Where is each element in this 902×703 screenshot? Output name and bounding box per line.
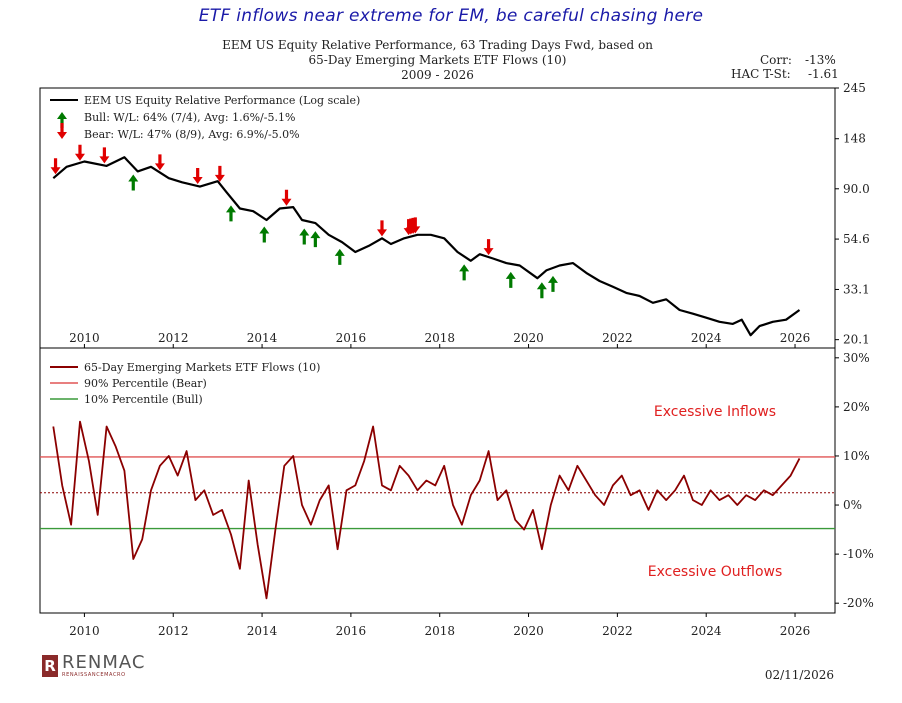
bear-signal-arrow bbox=[483, 239, 494, 256]
report-date: 02/11/2026 bbox=[764, 668, 834, 682]
bull-signal-arrow bbox=[310, 231, 321, 248]
logo-subtitle: RENAISSANCEMACRO bbox=[62, 672, 126, 678]
chart-title-line2: 65-Day Emerging Markets ETF Flows (10) bbox=[308, 53, 567, 67]
bull-signal-arrow bbox=[547, 275, 558, 292]
bear-signal-arrow bbox=[192, 168, 203, 185]
legend-bear-threshold-label: 90% Percentile (Bear) bbox=[84, 377, 207, 390]
bottom-x-tick-label: 2018 bbox=[424, 624, 455, 638]
bottom-y-tick-label: 30% bbox=[843, 351, 870, 365]
legend-price-label: EEM US Equity Relative Performance (Log … bbox=[84, 94, 360, 107]
bull-signal-arrow bbox=[505, 271, 516, 288]
hac-label: HAC T-St: bbox=[731, 67, 791, 81]
top-x-tick-label: 2024 bbox=[691, 331, 722, 345]
bear-signal-arrow bbox=[376, 220, 387, 237]
bottom-x-tick-label: 2020 bbox=[513, 624, 544, 638]
bottom-x-tick-label: 2024 bbox=[691, 624, 722, 638]
corr-value: -13% bbox=[805, 53, 836, 67]
bottom-panel-frame bbox=[39, 347, 836, 614]
annotation-excessive-outflows: Excessive Outflows bbox=[648, 564, 783, 580]
bottom-y-tick-label: -20% bbox=[843, 596, 874, 610]
bull-signal-arrow bbox=[225, 205, 236, 222]
bottom-x-tick-label: 2010 bbox=[69, 624, 100, 638]
bull-signal-arrow bbox=[536, 282, 547, 299]
logo-mark: R bbox=[42, 655, 58, 677]
bottom-x-tick-label: 2026 bbox=[780, 624, 811, 638]
bull-signal-arrow bbox=[299, 228, 310, 245]
chart-title-line1: EEM US Equity Relative Performance, 63 T… bbox=[222, 38, 653, 52]
bear-signal-arrow bbox=[99, 147, 110, 164]
top-y-tick-label: 54.6 bbox=[843, 232, 870, 246]
legend-flows-label: 65-Day Emerging Markets ETF Flows (10) bbox=[84, 361, 320, 374]
bear-signal-arrow bbox=[50, 158, 61, 175]
top-x-tick-label: 2012 bbox=[158, 331, 189, 345]
top-x-tick-label: 2010 bbox=[69, 331, 100, 345]
bear-signal-arrow bbox=[74, 144, 85, 161]
top-x-tick-label: 2018 bbox=[424, 331, 455, 345]
top-y-tick-label: 148 bbox=[843, 132, 866, 146]
corr-label: Corr: bbox=[760, 53, 792, 67]
headline: ETF inflows near extreme for EM, be care… bbox=[198, 6, 704, 26]
bull-signal-arrow bbox=[259, 226, 270, 243]
bottom-y-tick-label: 10% bbox=[843, 449, 870, 463]
bull-signal-arrow bbox=[128, 174, 139, 191]
top-panel-frame bbox=[39, 87, 836, 349]
price-series-line bbox=[52, 156, 801, 337]
legend-bull-threshold-label: 10% Percentile (Bull) bbox=[84, 393, 203, 406]
bear-signal-arrow bbox=[410, 217, 421, 234]
legend-bear-label: Bear: W/L: 47% (8/9), Avg: 6.9%/-5.0% bbox=[84, 128, 300, 141]
top-y-tick-label: 33.1 bbox=[843, 282, 870, 296]
top-y-tick-label: 245 bbox=[843, 81, 866, 95]
renmac-logo: R RENMAC RENAISSANCEMACRO bbox=[42, 654, 145, 678]
bottom-x-tick-label: 2016 bbox=[336, 624, 367, 638]
bull-signal-arrow bbox=[459, 264, 470, 281]
bottom-y-tick-label: 0% bbox=[843, 498, 862, 512]
legend-bear-arrow bbox=[57, 123, 67, 139]
top-x-tick-label: 2020 bbox=[513, 331, 544, 345]
chart-title-line3: 2009 - 2026 bbox=[401, 68, 474, 82]
bear-signal-arrow bbox=[281, 189, 292, 206]
top-y-tick-label: 90.0 bbox=[843, 182, 870, 196]
top-x-tick-label: 2016 bbox=[336, 331, 367, 345]
bottom-y-tick-label: 20% bbox=[843, 400, 870, 414]
bottom-y-tick-label: -10% bbox=[843, 547, 874, 561]
bull-signal-arrow bbox=[334, 248, 345, 265]
logo-name: RENMAC bbox=[62, 652, 146, 673]
bear-signal-arrow bbox=[214, 165, 225, 182]
bottom-x-tick-label: 2012 bbox=[158, 624, 189, 638]
top-y-tick-label: 20.1 bbox=[843, 333, 870, 347]
top-x-tick-label: 2014 bbox=[247, 331, 278, 345]
bottom-x-tick-label: 2014 bbox=[247, 624, 278, 638]
flows-series-line bbox=[52, 420, 801, 600]
logo-text: RENMAC RENAISSANCEMACRO bbox=[62, 652, 146, 679]
top-x-tick-label: 2022 bbox=[602, 331, 633, 345]
annotation-excessive-inflows: Excessive Inflows bbox=[654, 404, 776, 420]
legend-bull-arrow bbox=[57, 112, 67, 128]
bear-signal-arrow bbox=[154, 154, 165, 171]
bottom-x-tick-label: 2022 bbox=[602, 624, 633, 638]
legend-bull-label: Bull: W/L: 64% (7/4), Avg: 1.6%/-5.1% bbox=[84, 111, 295, 124]
top-x-tick-label: 2026 bbox=[780, 331, 811, 345]
hac-value: -1.61 bbox=[808, 67, 839, 81]
